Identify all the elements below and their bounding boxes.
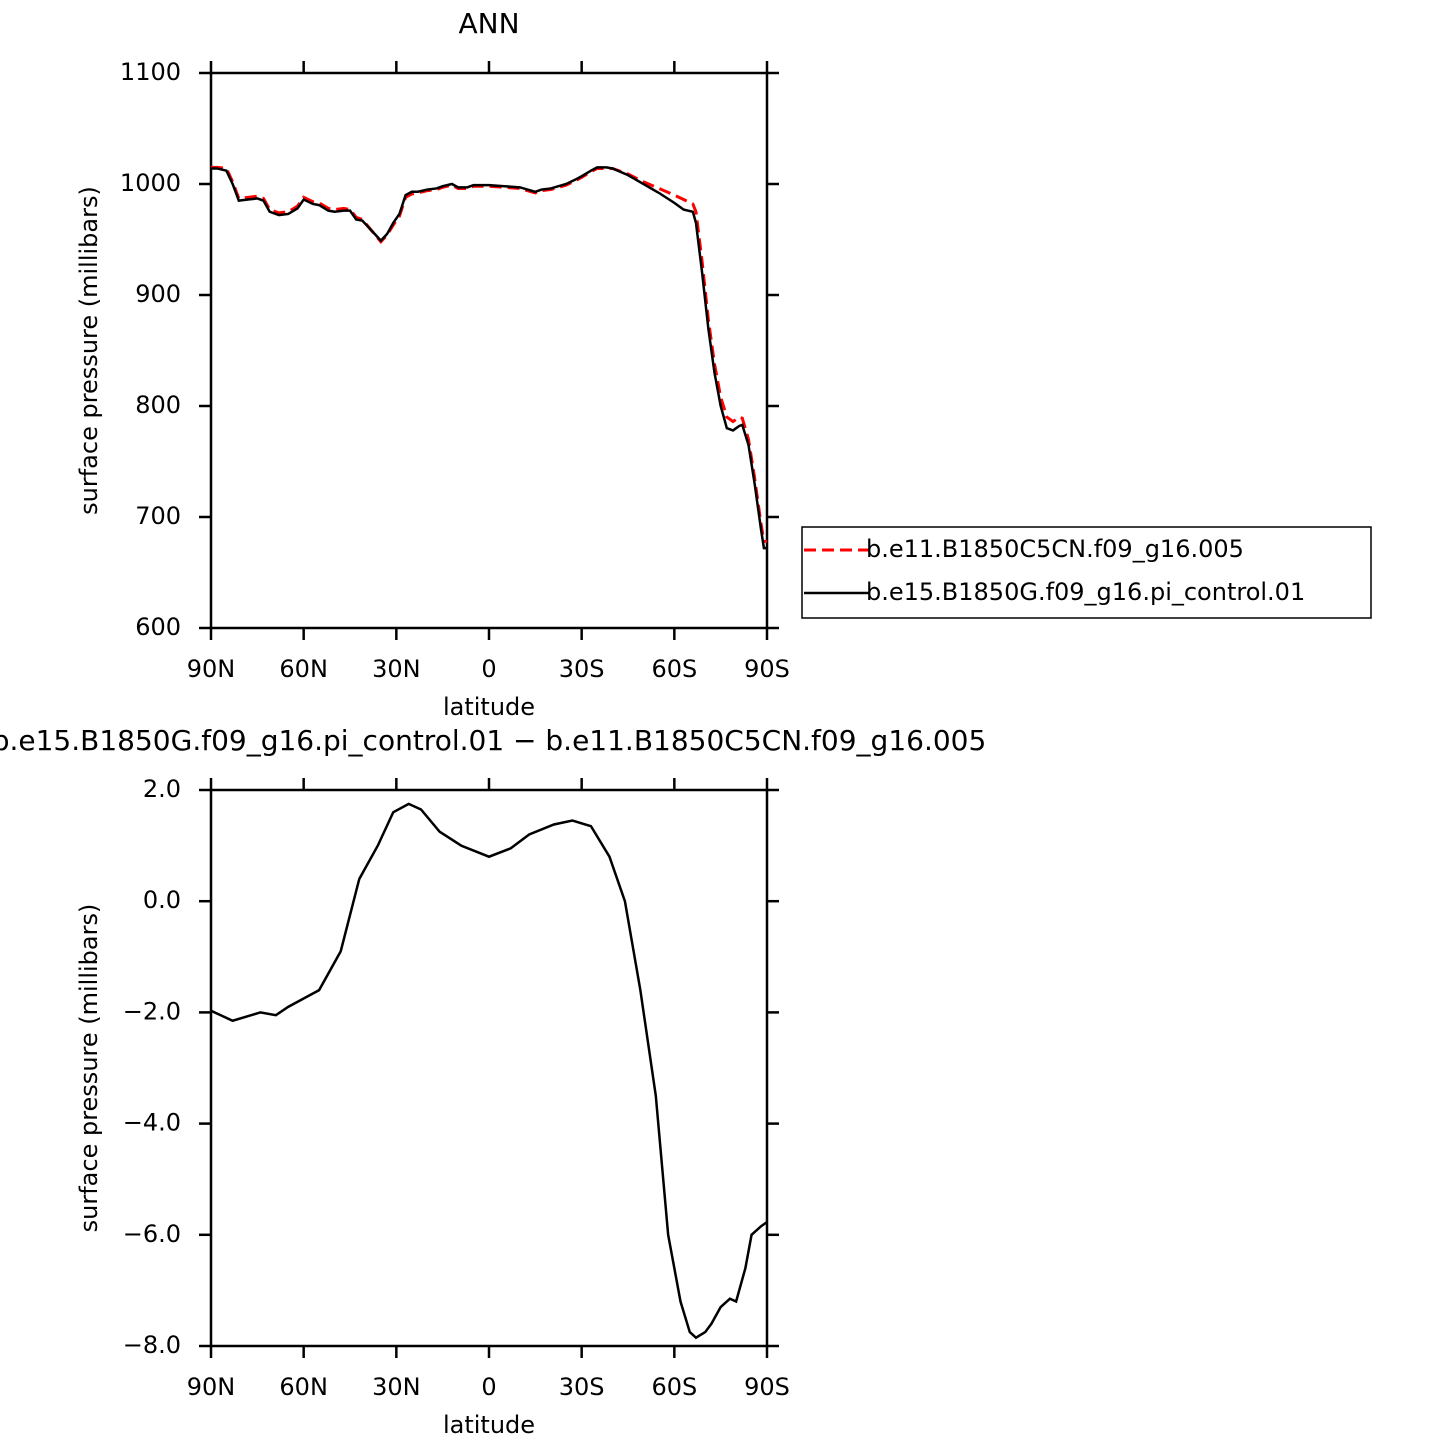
legend-label: b.e11.B1850C5CN.f09_g16.005: [866, 535, 1244, 563]
x-tick-label: 90S: [744, 1373, 790, 1401]
y-tick-label: 0.0: [143, 886, 181, 914]
x-tick-label: 30S: [559, 1373, 605, 1401]
x-tick-label: 90S: [744, 655, 790, 683]
x-axis-label: latitude: [443, 1411, 535, 1439]
data-line: [211, 165, 767, 543]
x-tick-label: 30N: [372, 655, 421, 683]
data-line: [210, 802, 768, 1340]
x-tick-label: 90N: [187, 655, 236, 683]
chart-title: b.e15.B1850G.f09_g16.pi_control.01 − b.e…: [0, 724, 986, 757]
chart-title: ANN: [458, 7, 519, 40]
y-tick-label: 600: [135, 613, 181, 641]
y-tick-label: 900: [135, 280, 181, 308]
x-tick-label: 0: [481, 655, 496, 683]
x-tick-label: 60S: [651, 1373, 697, 1401]
plot-frame: [209, 788, 769, 1348]
data-line: [211, 166, 767, 550]
y-tick-label: −8.0: [123, 1331, 181, 1359]
legend-box: [801, 526, 1372, 619]
x-tick-label: 60S: [651, 655, 697, 683]
y-tick-label: 2.0: [143, 775, 181, 803]
y-tick-label: 700: [135, 502, 181, 530]
y-axis-label: surface pressure (millibars): [75, 186, 103, 515]
x-axis-label: latitude: [443, 693, 535, 721]
x-tick-label: 0: [481, 1373, 496, 1401]
x-tick-label: 60N: [279, 1373, 328, 1401]
x-tick-label: 60N: [279, 655, 328, 683]
plot-frame: [209, 71, 769, 630]
legend-label: b.e15.B1850G.f09_g16.pi_control.01: [866, 578, 1305, 606]
y-axis-label: surface pressure (millibars): [75, 904, 103, 1233]
x-tick-label: 30S: [559, 655, 605, 683]
y-tick-label: −2.0: [123, 997, 181, 1025]
y-tick-label: 1100: [120, 58, 181, 86]
y-tick-label: 1000: [120, 169, 181, 197]
y-tick-label: 800: [135, 391, 181, 419]
x-tick-label: 30N: [372, 1373, 421, 1401]
y-tick-label: −4.0: [123, 1109, 181, 1137]
x-tick-label: 90N: [187, 1373, 236, 1401]
y-tick-label: −6.0: [123, 1220, 181, 1248]
